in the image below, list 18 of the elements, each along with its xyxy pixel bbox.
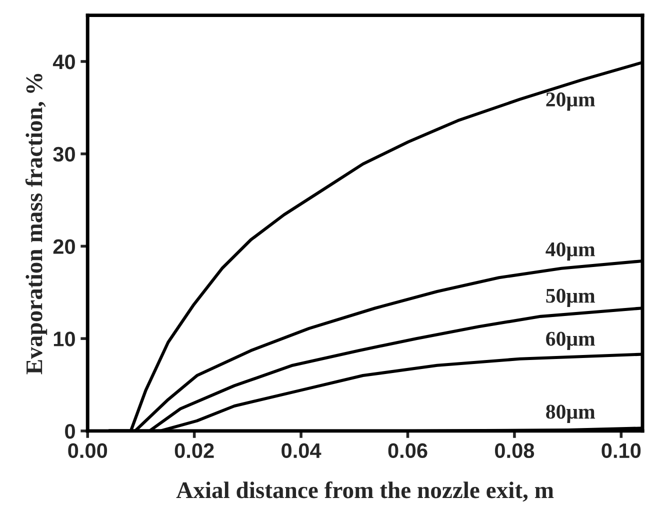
x-axis-title: Axial distance from the nozzle exit, m — [176, 481, 554, 502]
x-tick-label: 0.06 — [388, 443, 428, 458]
series-label: 60μm — [546, 332, 596, 350]
y-axis-title: Evaporation mass fraction, % — [25, 74, 48, 374]
x-tick-label: 0.08 — [495, 443, 534, 458]
x-tick-label: 0.02 — [174, 443, 214, 458]
series-label: 20μm — [546, 92, 596, 111]
x-tick-label: 0.04 — [282, 443, 322, 458]
y-tick-label: 10 — [54, 332, 75, 346]
y-tick-label: 0 — [65, 424, 75, 439]
x-tick-label: 0.10 — [602, 443, 641, 458]
series-label: 80μm — [546, 404, 596, 424]
y-tick-label: 30 — [53, 146, 75, 162]
y-tick-label: 20 — [53, 239, 75, 254]
y-tick-label: 40 — [52, 54, 75, 70]
x-tick-label: 0.00 — [68, 443, 108, 458]
series-label: 40μm — [546, 242, 596, 261]
series-label: 50μm — [546, 288, 596, 308]
